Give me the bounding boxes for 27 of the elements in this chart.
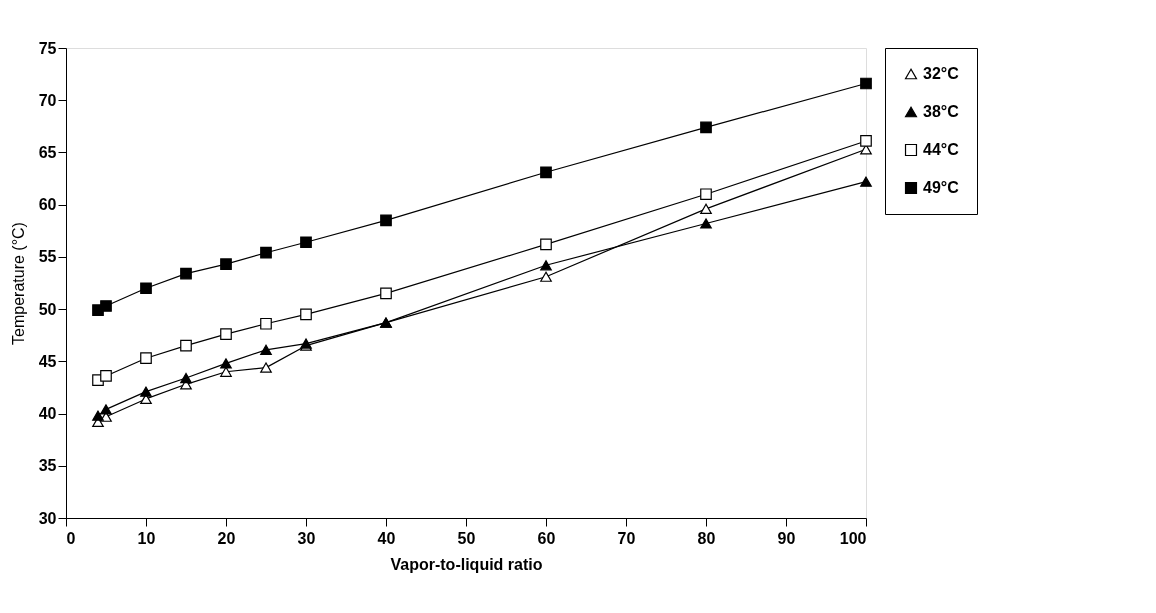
x-tick-label: 10 (137, 529, 156, 547)
y-tick-label: 60 (38, 196, 57, 214)
x-tick-label: 80 (697, 529, 716, 547)
x-tick-label: 40 (377, 529, 396, 547)
x-tick-label: 20 (217, 529, 236, 547)
legend-label: 44°C (923, 141, 960, 158)
y-tick-label: 75 (38, 39, 57, 57)
y-tick-label: 50 (38, 300, 57, 318)
legend-label: 49°C (923, 179, 960, 196)
x-axis-title: Vapor-to-liquid ratio (390, 555, 543, 573)
x-tick-label: 30 (297, 529, 316, 547)
y-tick-label: 65 (38, 143, 57, 161)
legend-label: 38°C (923, 103, 960, 120)
x-tick-label: 0 (66, 529, 76, 547)
x-tick-label: 70 (617, 529, 636, 547)
x-tick-label: 50 (457, 529, 476, 547)
y-tick-label: 70 (38, 91, 57, 109)
y-tick-label: 30 (38, 509, 57, 527)
y-tick-label: 40 (38, 405, 57, 423)
x-tick-label: 60 (537, 529, 556, 547)
y-tick-label: 45 (38, 352, 57, 370)
x-tick-label: 90 (777, 529, 796, 547)
y-tick-label: 55 (38, 248, 57, 266)
y-tick-label: 35 (38, 457, 57, 475)
y-axis-title: Temperature (°C) (9, 222, 27, 345)
legend-label: 32°C (923, 65, 960, 82)
x-tick-label: 100 (839, 529, 867, 547)
